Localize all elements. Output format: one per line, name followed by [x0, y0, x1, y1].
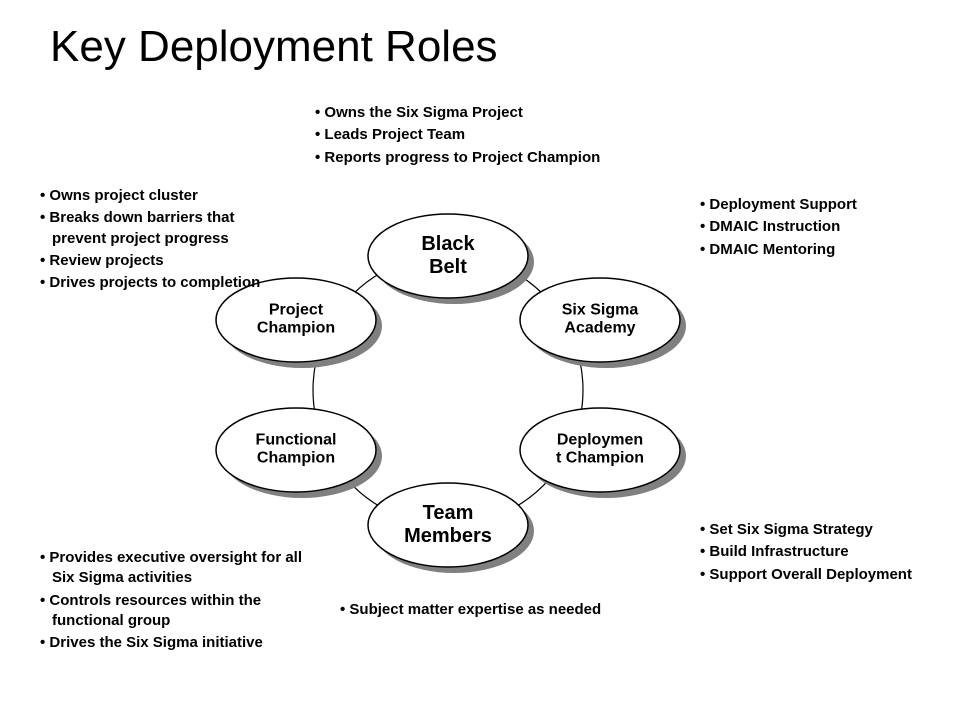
node-six-sigma-academy	[520, 278, 680, 362]
bullet-item: Support Overall Deployment	[700, 565, 950, 585]
bullet-item: DMAIC Mentoring	[700, 240, 930, 260]
bullet-item: Build Infrastructure	[700, 542, 950, 562]
node-deployment-champion	[520, 408, 680, 492]
bullet-item: Deployment Support	[700, 195, 930, 215]
bullet-item: Leads Project Team	[315, 125, 615, 145]
bullet-item: DMAIC Instruction	[700, 217, 930, 237]
bullet-item: Drives the Six Sigma initiative	[40, 633, 320, 653]
bullet-item: Subject matter expertise as needed	[340, 600, 620, 620]
bullet-item: Reports progress to Project Champion	[315, 148, 615, 168]
bullet-item: Drives projects to completion	[40, 273, 290, 293]
bullet-item: Owns project cluster	[40, 186, 290, 206]
deployment-champion-notes: Set Six Sigma StrategyBuild Infrastructu…	[700, 520, 950, 587]
functional-champion-notes: Provides executive oversight for all Six…	[40, 548, 320, 655]
node-black-belt	[368, 214, 528, 298]
node-team-members	[368, 483, 528, 567]
bullet-item: Provides executive oversight for all Six…	[40, 548, 320, 589]
bullet-item: Set Six Sigma Strategy	[700, 520, 950, 540]
team-members-notes: Subject matter expertise as needed	[340, 600, 620, 622]
project-champion-notes: Owns project clusterBreaks down barriers…	[40, 186, 290, 295]
bullet-item: Owns the Six Sigma Project	[315, 103, 615, 123]
node-functional-champion	[216, 408, 376, 492]
bullet-item: Breaks down barriers that prevent projec…	[40, 208, 290, 249]
black-belt-notes: Owns the Six Sigma ProjectLeads Project …	[315, 103, 615, 170]
bullet-item: Review projects	[40, 251, 290, 271]
bullet-item: Controls resources within the functional…	[40, 591, 320, 632]
six-sigma-academy-notes: Deployment SupportDMAIC Instruction DMAIC…	[700, 195, 930, 262]
